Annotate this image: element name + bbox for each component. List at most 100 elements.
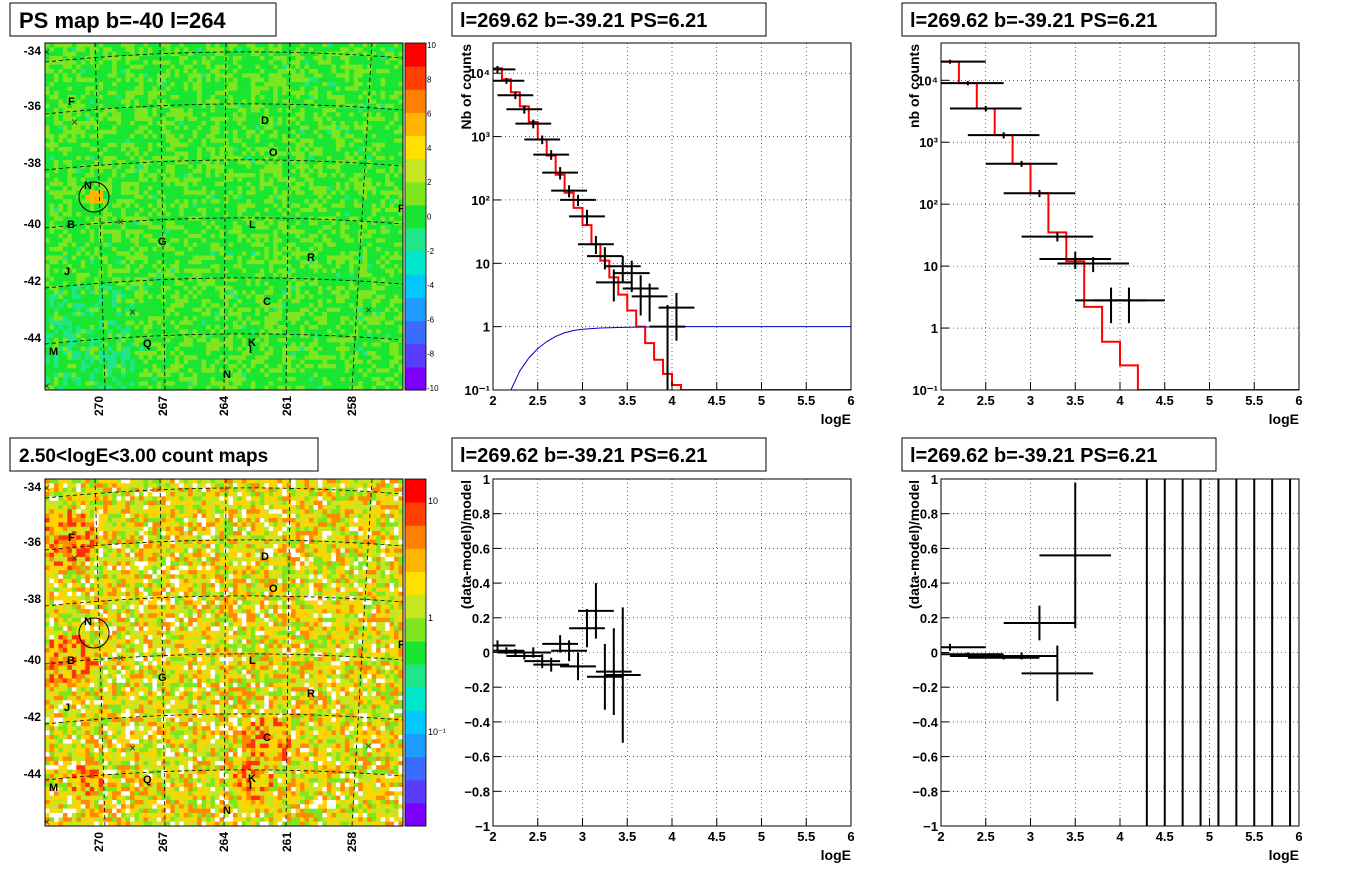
map-cell xyxy=(376,307,381,313)
map-cell xyxy=(340,238,346,243)
map-cell xyxy=(116,142,122,148)
map-cell xyxy=(62,203,68,209)
map-cell xyxy=(326,307,332,313)
map-cell xyxy=(376,86,381,92)
map-cell xyxy=(174,47,180,52)
map-cell xyxy=(94,129,99,135)
map-cell xyxy=(98,60,104,65)
map-cell xyxy=(376,216,381,222)
map-cell xyxy=(147,147,153,152)
map-cell xyxy=(304,142,310,148)
map-cell xyxy=(94,194,99,200)
map-cell xyxy=(304,77,310,83)
map-cell xyxy=(152,216,158,222)
map-cell xyxy=(62,69,68,74)
map-cell xyxy=(161,64,167,70)
map-cell xyxy=(201,112,207,118)
map-cell xyxy=(53,307,59,313)
map-cell xyxy=(94,212,99,217)
map-cell xyxy=(206,251,211,256)
map-cell xyxy=(282,216,287,222)
map-cell xyxy=(300,259,305,265)
map-cell xyxy=(394,73,399,78)
map-cell xyxy=(161,147,167,152)
map-cell xyxy=(241,190,247,196)
map-cell xyxy=(121,238,126,243)
map-cell xyxy=(174,264,180,269)
map-cell xyxy=(358,43,364,48)
map-cell xyxy=(331,43,337,48)
map-cell xyxy=(277,69,283,74)
map-cell xyxy=(277,242,283,248)
map-cell xyxy=(255,69,261,74)
map-cell xyxy=(45,51,50,57)
map-cell xyxy=(147,190,153,196)
map-cell xyxy=(264,264,270,269)
map-cell xyxy=(206,277,211,282)
map-cell xyxy=(268,255,274,261)
map-cell xyxy=(143,168,149,174)
map-cell xyxy=(250,90,256,96)
map-cell xyxy=(121,307,126,313)
map-cell xyxy=(192,303,198,308)
map-cell xyxy=(300,264,305,269)
map-cell xyxy=(80,311,86,317)
map-cell xyxy=(389,238,395,243)
map-cell xyxy=(161,199,167,204)
map-cell xyxy=(224,121,229,126)
map-cell xyxy=(376,177,381,183)
map-cell xyxy=(237,242,243,248)
map-cell xyxy=(112,203,117,209)
map-cell xyxy=(237,64,243,70)
map-cell xyxy=(250,264,256,269)
map-cell xyxy=(224,216,229,222)
map-cell xyxy=(201,142,207,148)
map-cell xyxy=(313,194,319,200)
map-cell xyxy=(349,173,355,178)
map-cell xyxy=(174,60,180,65)
map-cell xyxy=(398,125,403,131)
map-cell xyxy=(317,108,323,113)
map-cell xyxy=(282,142,287,148)
map-cell xyxy=(206,177,211,183)
map-cell xyxy=(282,77,287,83)
map-cell xyxy=(313,242,319,248)
map-cell xyxy=(340,73,346,78)
map-cell xyxy=(237,298,243,304)
map-cell xyxy=(143,229,149,235)
map-cell xyxy=(210,129,216,135)
map-cell xyxy=(138,82,144,87)
map-cell xyxy=(331,168,337,174)
map-cell xyxy=(49,311,55,317)
map-cell xyxy=(107,103,113,109)
map-cell xyxy=(232,220,238,226)
map-cell xyxy=(125,307,131,313)
map-cell xyxy=(367,290,372,295)
map-cell xyxy=(304,212,310,217)
map-cell xyxy=(165,311,171,317)
map-cell xyxy=(362,142,368,148)
map-cell xyxy=(165,108,171,113)
map-cell xyxy=(250,216,256,222)
map-cell xyxy=(152,116,158,122)
map-cell xyxy=(121,311,126,317)
map-cell xyxy=(277,168,283,174)
map-cell xyxy=(125,281,131,287)
map-cell xyxy=(179,311,185,317)
map-cell xyxy=(134,277,140,282)
map-cell xyxy=(143,64,149,70)
map-cell xyxy=(197,246,202,252)
map-cell xyxy=(183,108,189,113)
map-cell xyxy=(246,86,252,92)
map-cell xyxy=(53,138,59,144)
map-cell xyxy=(376,203,381,209)
map-cell xyxy=(170,246,176,252)
map-cell xyxy=(156,216,162,222)
map-cell xyxy=(322,86,328,92)
map-cell xyxy=(273,160,278,165)
map-cell xyxy=(277,220,283,226)
map-cell xyxy=(340,60,346,65)
map-cell xyxy=(179,190,185,196)
map-cell xyxy=(349,95,355,100)
map-cell xyxy=(331,112,337,118)
